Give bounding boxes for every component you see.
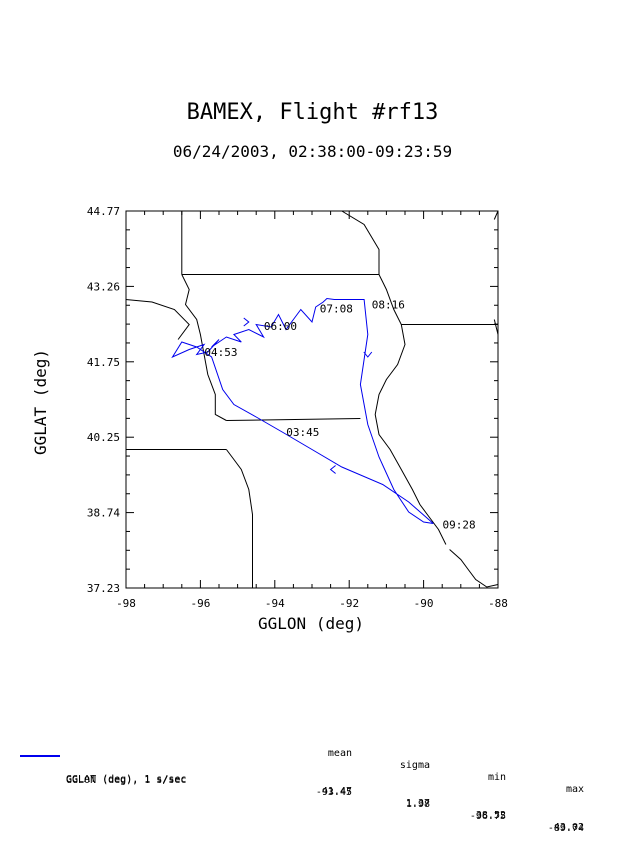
stats-header-row: mean sigma min max <box>0 736 625 795</box>
map-outline <box>449 549 499 588</box>
direction-arrow <box>329 465 336 474</box>
y-tick-labels: 37.23 38.74 40.25 41.75 43.26 44.77 <box>87 205 120 595</box>
time-label: 08:16 <box>372 299 405 312</box>
x-tick-label: -90 <box>414 597 434 610</box>
stats-row: GGLAT (deg), 1 s/sec 41.47 1.37 38.52 43… <box>0 750 625 833</box>
stats-min: -96.75 <box>469 811 506 822</box>
time-label: 03:45 <box>286 426 319 439</box>
map-outline <box>181 274 227 421</box>
axis-ticks <box>125 210 499 589</box>
time-label: 06:00 <box>264 320 297 333</box>
y-tick-label: 41.75 <box>87 356 120 369</box>
map-outline <box>493 210 499 220</box>
time-label: 09:28 <box>442 519 475 532</box>
stats-row-name: GGLON (deg), 1 s/sec <box>66 775 187 786</box>
map-outline <box>225 449 253 588</box>
map-outlines <box>125 210 499 588</box>
time-label: 04:53 <box>204 346 237 359</box>
stats-max: -89.74 <box>547 823 584 834</box>
x-tick-label: -94 <box>265 597 285 610</box>
direction-arrow <box>363 351 373 358</box>
stats-header-sigma: sigma <box>399 760 430 771</box>
stats-table: mean sigma min max GGLAT (deg), 1 s/sec … <box>0 734 625 834</box>
x-tick-label: -98 <box>116 597 136 610</box>
y-tick-label: 44.77 <box>87 205 120 218</box>
stats-header-mean: mean <box>327 748 352 759</box>
stats-header-min: min <box>487 772 506 783</box>
map-outline <box>226 418 361 421</box>
map-outline <box>374 274 447 545</box>
flight-track <box>171 297 434 524</box>
y-tick-label: 37.23 <box>87 582 120 595</box>
stats-mean: -93.45 <box>315 787 352 798</box>
legend-swatch <box>20 755 60 757</box>
time-label: 07:08 <box>320 303 353 316</box>
chart-title: BAMEX, Flight #rf13 <box>186 100 439 125</box>
direction-arrows <box>243 317 373 474</box>
stats-header-max: max <box>565 784 584 795</box>
series-line <box>171 297 434 524</box>
y-tick-label: 38.74 <box>87 507 120 520</box>
map-outline <box>125 299 190 340</box>
flight-track-chart: -98 -96 -94 -92 -90 -88 37.23 38.74 40.25 41.75 4… <box>31 205 508 633</box>
y-axis-title: GGLAT (deg) <box>31 349 50 455</box>
map-outline <box>341 210 380 275</box>
x-tick-labels: -98 -96 -94 -92 -90 -88 <box>116 597 508 610</box>
direction-arrow <box>243 317 250 327</box>
time-labels: 03:45 04:53 06:00 07:08 08:16 09:28 <box>204 299 475 532</box>
map-outline <box>493 319 499 335</box>
stats-sigma: 1.98 <box>405 799 430 810</box>
y-tick-label: 43.26 <box>87 281 120 294</box>
chart-subtitle: 06/24/2003, 02:38:00-09:23:59 <box>172 142 453 161</box>
x-axis-title: GGLON (deg) <box>258 614 364 633</box>
x-tick-label: -96 <box>190 597 210 610</box>
x-tick-label: -88 <box>488 597 508 610</box>
y-tick-label: 40.25 <box>87 431 120 444</box>
stats-row: GGLON (deg), 1 s/sec -93.45 1.98 -96.75 … <box>0 763 625 834</box>
x-tick-label: -92 <box>339 597 359 610</box>
